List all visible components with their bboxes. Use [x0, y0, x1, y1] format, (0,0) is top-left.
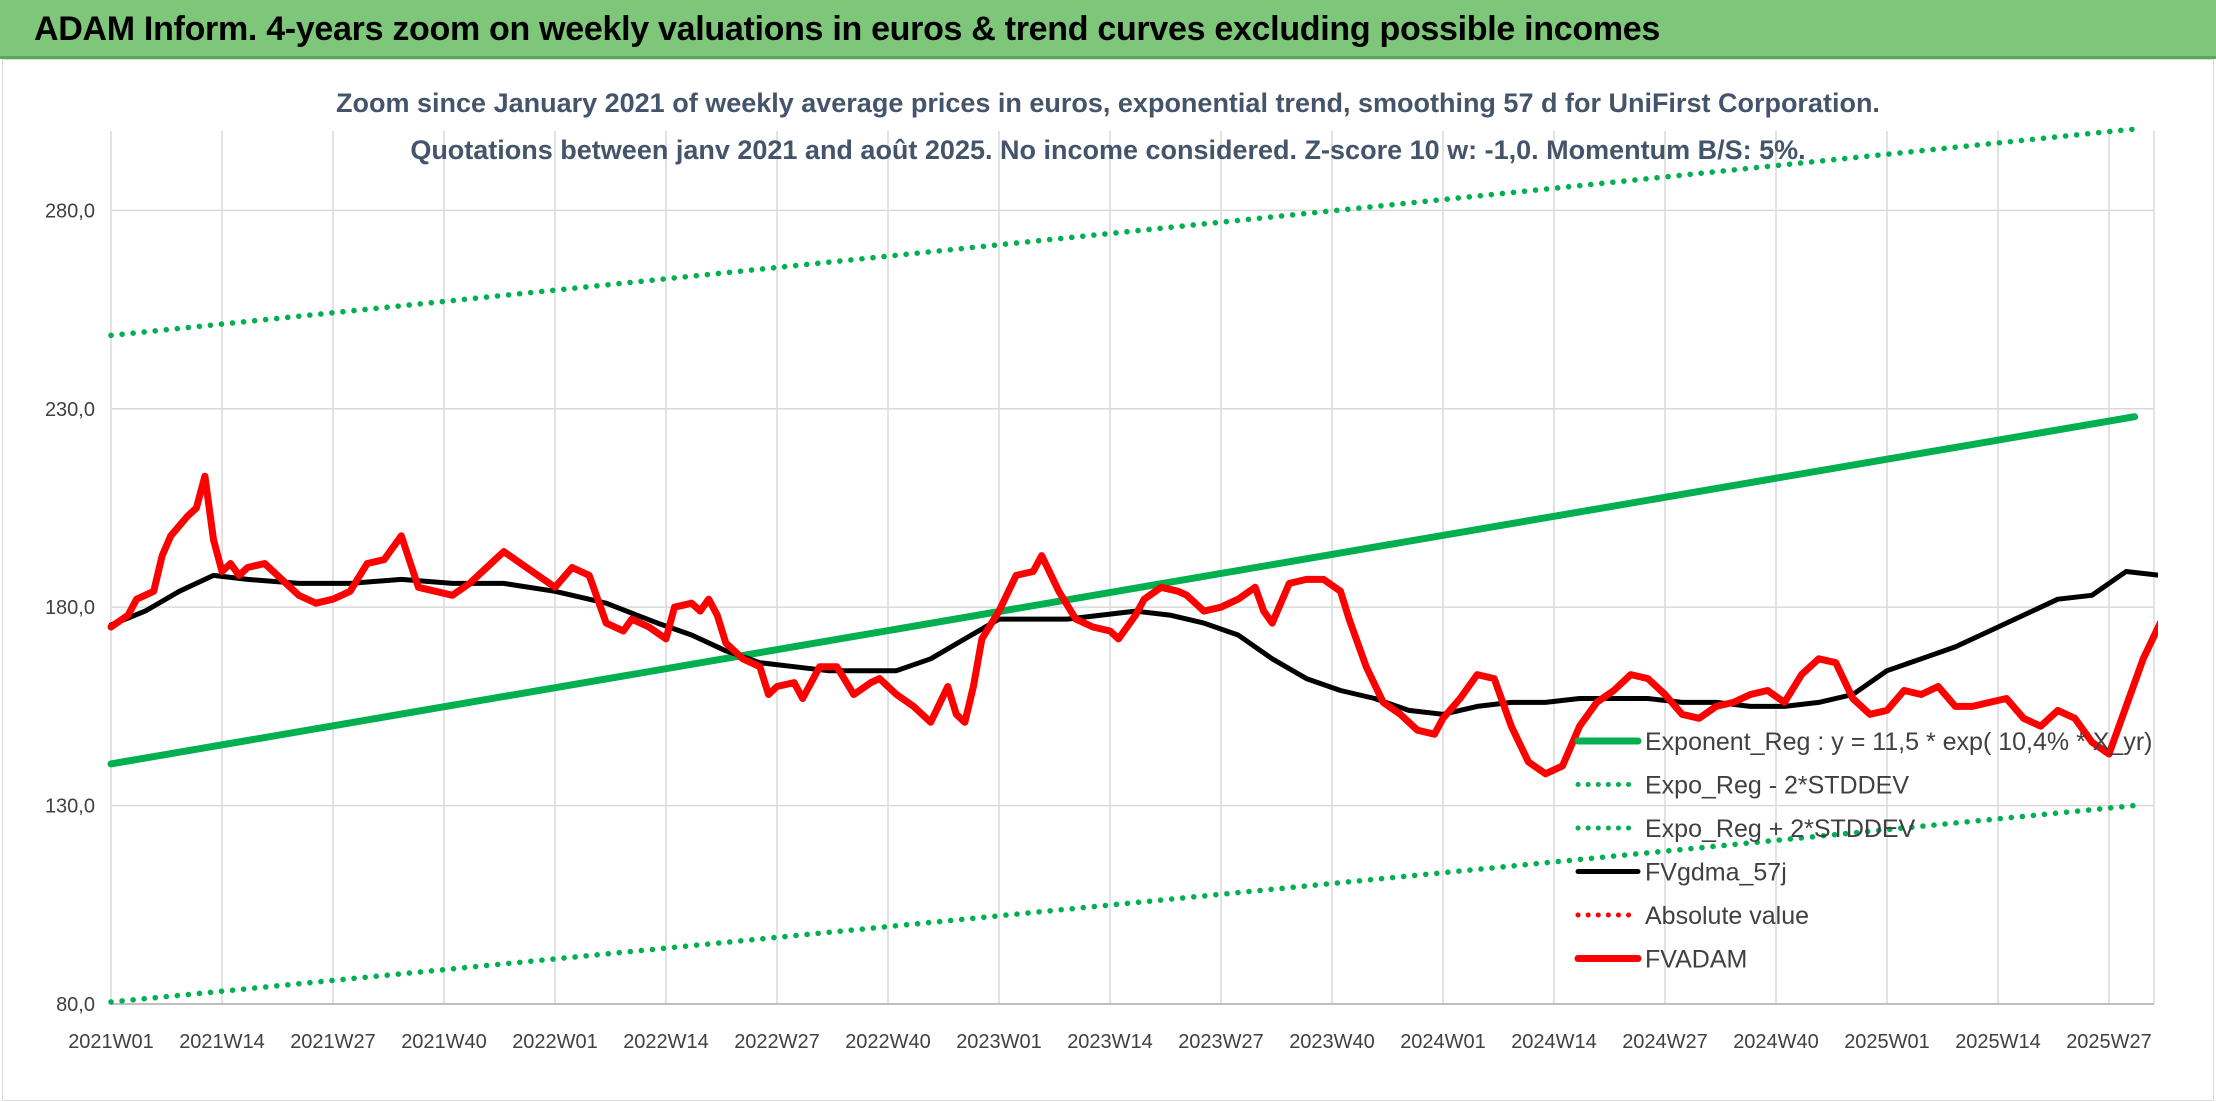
- x-tick-label: 2024W14: [1511, 1031, 1597, 1053]
- x-tick-label: 2024W40: [1733, 1031, 1819, 1053]
- series-layer: [107, 127, 2158, 1005]
- x-tick-label: 2023W27: [1178, 1031, 1264, 1053]
- x-tick-label: 2022W01: [512, 1031, 598, 1053]
- x-tick-label: 2021W01: [68, 1031, 154, 1053]
- x-tick-label: 2023W01: [956, 1031, 1042, 1053]
- y-tick-label: 180,0: [45, 597, 95, 619]
- x-tick-label: 2023W40: [1289, 1031, 1375, 1053]
- y-tick-label: 130,0: [45, 796, 95, 818]
- x-tick-label: 2021W27: [290, 1031, 376, 1053]
- chart-subtitle: Quotations between janv 2021 and août 20…: [410, 135, 1806, 165]
- chart-title: Zoom since January 2021 of weekly averag…: [336, 88, 1880, 118]
- x-tick-label: 2025W27: [2066, 1031, 2152, 1053]
- x-tick-label: 2021W14: [179, 1031, 265, 1053]
- x-tick-label: 2022W40: [845, 1031, 931, 1053]
- legend-label: Absolute value: [1645, 902, 1809, 930]
- y-tick-label: 280,0: [45, 200, 95, 222]
- x-tick-label: 2024W27: [1622, 1031, 1708, 1053]
- x-axis-ticks: 2021W01 2021W14 2021W27 2021W40 2022W01 2022W…: [68, 1031, 2152, 1053]
- y-tick-label: 230,0: [45, 399, 95, 421]
- legend-label: FVgdma_57j: [1645, 859, 1787, 887]
- legend: Exponent_Reg : y = 11,5 * exp( 10,4% * X…: [1574, 728, 2152, 974]
- series-line-0: [107, 413, 2139, 768]
- grid: [110, 131, 2155, 1005]
- chart-frame: [2, 59, 2214, 1101]
- series-line-5: [107, 472, 2158, 778]
- x-tick-label: 2023W14: [1067, 1031, 1153, 1053]
- x-tick-label: 2025W01: [1844, 1031, 1930, 1053]
- legend-label: Expo_Reg - 2*STDDEV: [1645, 772, 1909, 800]
- y-axis-ticks: 80,0 130,0 180,0 230,0 280,0: [45, 200, 95, 1016]
- legend-label: FVADAM: [1645, 946, 1747, 974]
- x-tick-label: 2024W01: [1400, 1031, 1486, 1053]
- legend-label: Expo_Reg + 2*STDDEV: [1645, 815, 1916, 843]
- x-tick-label: 2022W14: [623, 1031, 709, 1053]
- page-title: ADAM Inform. 4-years zoom on weekly valu…: [34, 10, 1660, 48]
- x-tick-label: 2021W40: [401, 1031, 487, 1053]
- y-tick-label: 80,0: [56, 994, 95, 1016]
- legend-label: Exponent_Reg : y = 11,5 * exp( 10,4% * X…: [1645, 728, 2152, 756]
- x-tick-label: 2025W14: [1955, 1031, 2041, 1053]
- title-banner: ADAM Inform. 4-years zoom on weekly valu…: [0, 0, 2216, 59]
- x-tick-label: 2022W27: [734, 1031, 820, 1053]
